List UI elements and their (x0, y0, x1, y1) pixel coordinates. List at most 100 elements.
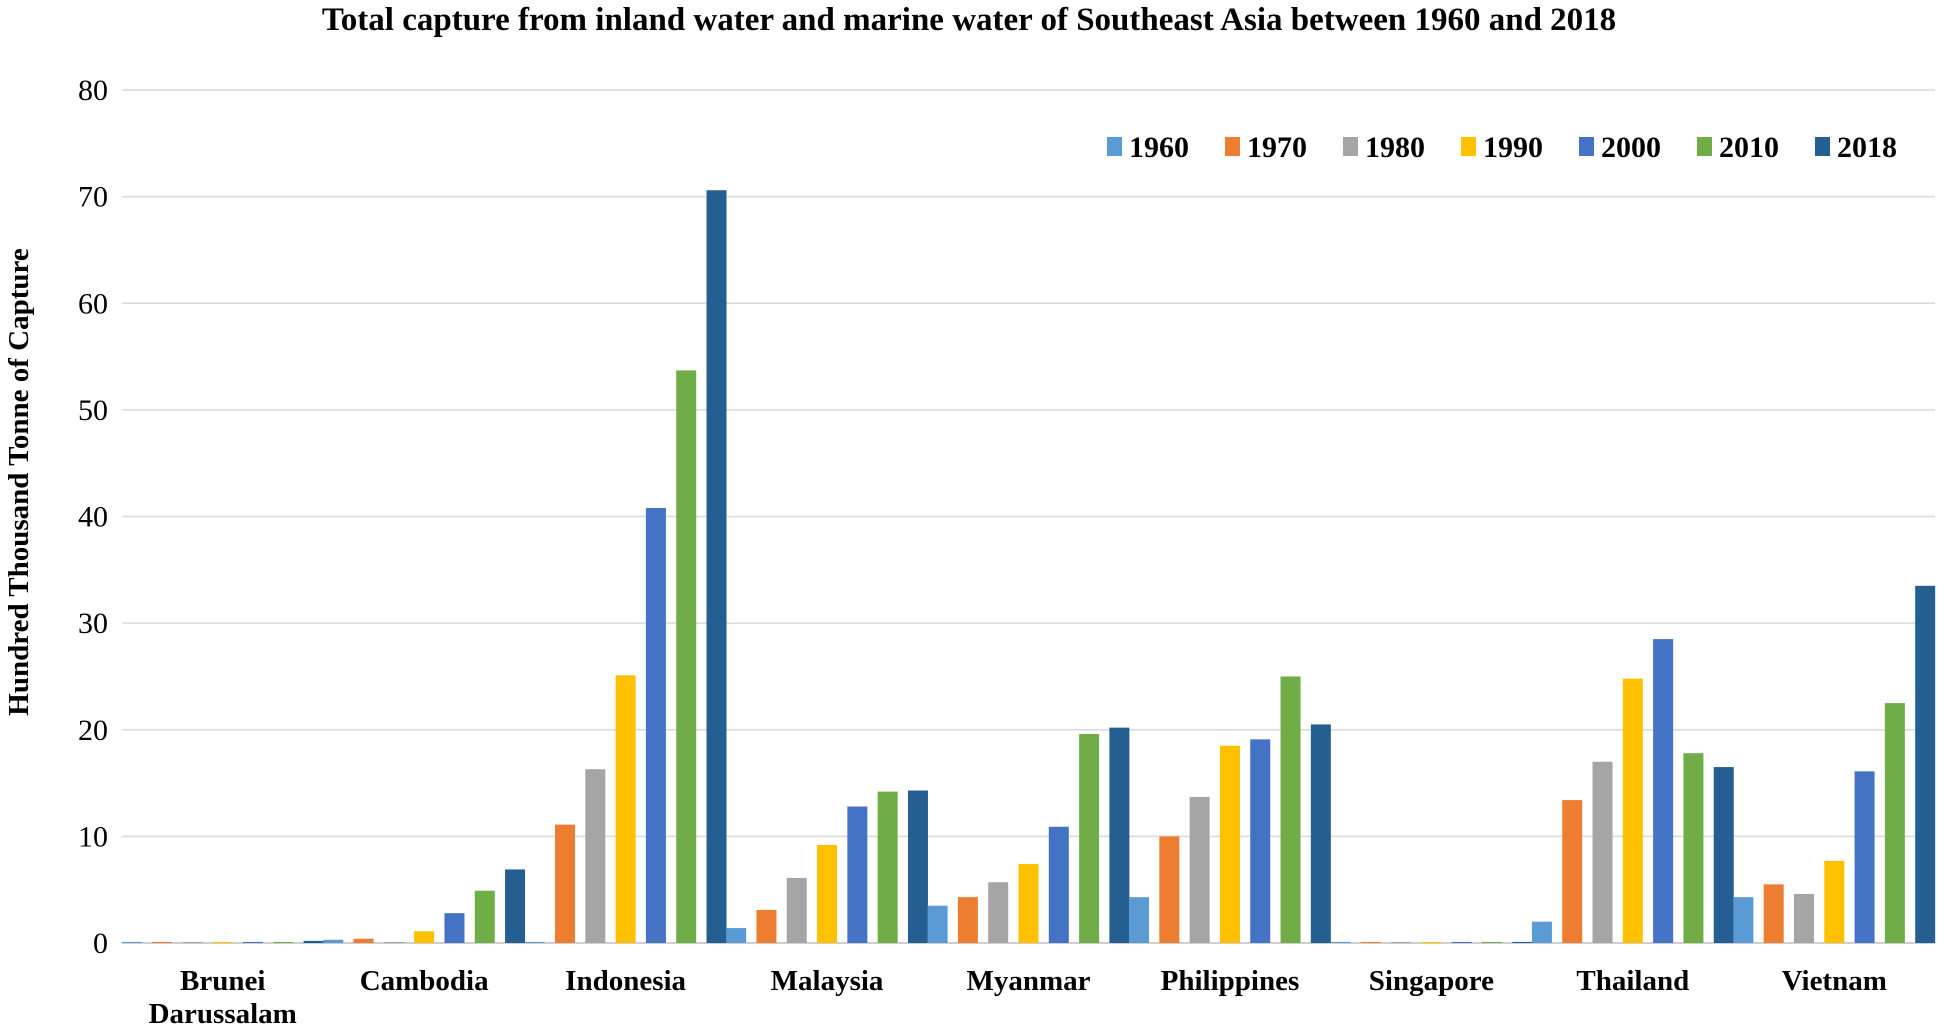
bar-1960 (121, 941, 142, 943)
legend-label: 2000 (1601, 131, 1661, 164)
legend-label: 1970 (1247, 131, 1307, 164)
bar-2018 (1713, 767, 1734, 943)
bar-2000 (1250, 739, 1271, 943)
bar-2000 (243, 941, 264, 943)
bar-1990 (615, 675, 636, 943)
legend-swatch-2018 (1815, 137, 1830, 156)
bar-1990 (817, 844, 838, 943)
bar-2000 (1048, 826, 1069, 943)
bar-1990 (212, 941, 233, 943)
y-axis-title: Hundred Thousand Tonne of Capture (3, 248, 35, 716)
bar-2010 (877, 791, 898, 943)
bar-1980 (1592, 761, 1613, 943)
bar-2018 (1109, 727, 1130, 943)
y-tick-label: 40 (78, 501, 108, 534)
legend-swatch-2010 (1697, 137, 1712, 156)
bar-1990 (1018, 864, 1039, 943)
bar-1960 (323, 939, 344, 943)
legend-label: 2018 (1837, 131, 1897, 164)
y-tick-label: 50 (78, 394, 108, 427)
y-tick-label: 80 (78, 74, 108, 107)
category-label: Malaysia (771, 965, 884, 997)
bar-2018 (1310, 724, 1331, 943)
legend-swatch-2000 (1579, 137, 1594, 156)
bar-2000 (1854, 771, 1875, 943)
bar-1990 (1219, 745, 1240, 943)
legend-swatch-1980 (1343, 137, 1358, 156)
bars (121, 190, 1936, 944)
legend-label: 1990 (1483, 131, 1543, 164)
bar-2010 (474, 890, 495, 943)
bar-1970 (957, 897, 978, 943)
bar-1980 (1793, 893, 1814, 943)
bar-1960 (726, 928, 747, 943)
bar-1980 (182, 941, 203, 943)
legend-swatch-1990 (1461, 137, 1476, 156)
bar-2018 (907, 790, 928, 943)
y-tick-label: 30 (78, 607, 108, 640)
bar-1970 (1562, 800, 1583, 943)
bar-1960 (1733, 897, 1754, 943)
bar-2018 (505, 869, 526, 943)
bar-2018 (1512, 941, 1533, 943)
y-tick-label: 0 (93, 927, 108, 960)
bar-1970 (555, 824, 576, 943)
bar-1990 (414, 931, 435, 943)
legend-label: 1980 (1365, 131, 1425, 164)
bar-1960 (1330, 941, 1351, 943)
bar-1970 (756, 909, 777, 943)
category-label: Indonesia (565, 965, 686, 997)
legend-swatch-1960 (1107, 137, 1122, 156)
category-label: Philippines (1161, 965, 1300, 997)
legend-label: 1960 (1129, 131, 1189, 164)
y-tick-label: 70 (78, 181, 108, 214)
category-label: Myanmar (966, 965, 1090, 997)
bar-1960 (1531, 921, 1552, 943)
category-label: Thailand (1576, 965, 1689, 997)
bar-2018 (706, 190, 727, 944)
y-tick-label: 10 (78, 820, 108, 853)
category-label: Cambodia (360, 965, 489, 997)
bar-2018 (303, 940, 324, 943)
bar-1970 (152, 941, 173, 943)
bar-2000 (645, 507, 666, 943)
bar-2010 (1683, 753, 1704, 943)
bar-1970 (1159, 836, 1180, 943)
category-label: Brunei Darussalam (149, 965, 297, 1029)
category-label: Singapore (1369, 965, 1494, 997)
bar-2000 (1451, 941, 1472, 943)
legend-swatch-1970 (1225, 137, 1240, 156)
bar-2010 (1280, 676, 1301, 943)
bar-2010 (676, 370, 697, 944)
bar-2010 (1481, 941, 1502, 943)
bar-2000 (444, 913, 465, 943)
bar-1980 (585, 769, 606, 943)
bar-2010 (1884, 703, 1905, 943)
legend: 1960 1970 1980 1990 2000 2010 2018 (1107, 131, 1897, 164)
bar-1960 (927, 905, 948, 943)
bar-2010 (273, 941, 294, 943)
bar-1970 (353, 938, 374, 943)
bar-1970 (1360, 941, 1381, 943)
y-tick-label: 60 (78, 287, 108, 320)
bar-2018 (1915, 585, 1936, 943)
legend-label: 2010 (1719, 131, 1779, 164)
y-tick-label: 20 (78, 714, 108, 747)
y-axis-ticks: 0 10 20 30 40 50 60 70 80 (78, 74, 108, 960)
category-label: Vietnam (1782, 965, 1887, 997)
bar-1980 (786, 877, 807, 943)
bar-2010 (1079, 734, 1100, 943)
x-axis-categories: Brunei Darussalam Cambodia Indonesia Malaysi… (149, 965, 1887, 1029)
bar-1980 (988, 882, 1009, 943)
bar-1970 (1763, 884, 1784, 943)
bar-1960 (1129, 897, 1150, 943)
bar-2000 (1653, 639, 1674, 943)
bar-1980 (1189, 796, 1210, 943)
bar-1960 (524, 941, 545, 943)
bar-1990 (1824, 860, 1845, 943)
bar-2000 (847, 806, 868, 943)
bar-1990 (1622, 678, 1643, 943)
bar-1980 (1391, 941, 1412, 943)
bar-1980 (383, 941, 404, 943)
